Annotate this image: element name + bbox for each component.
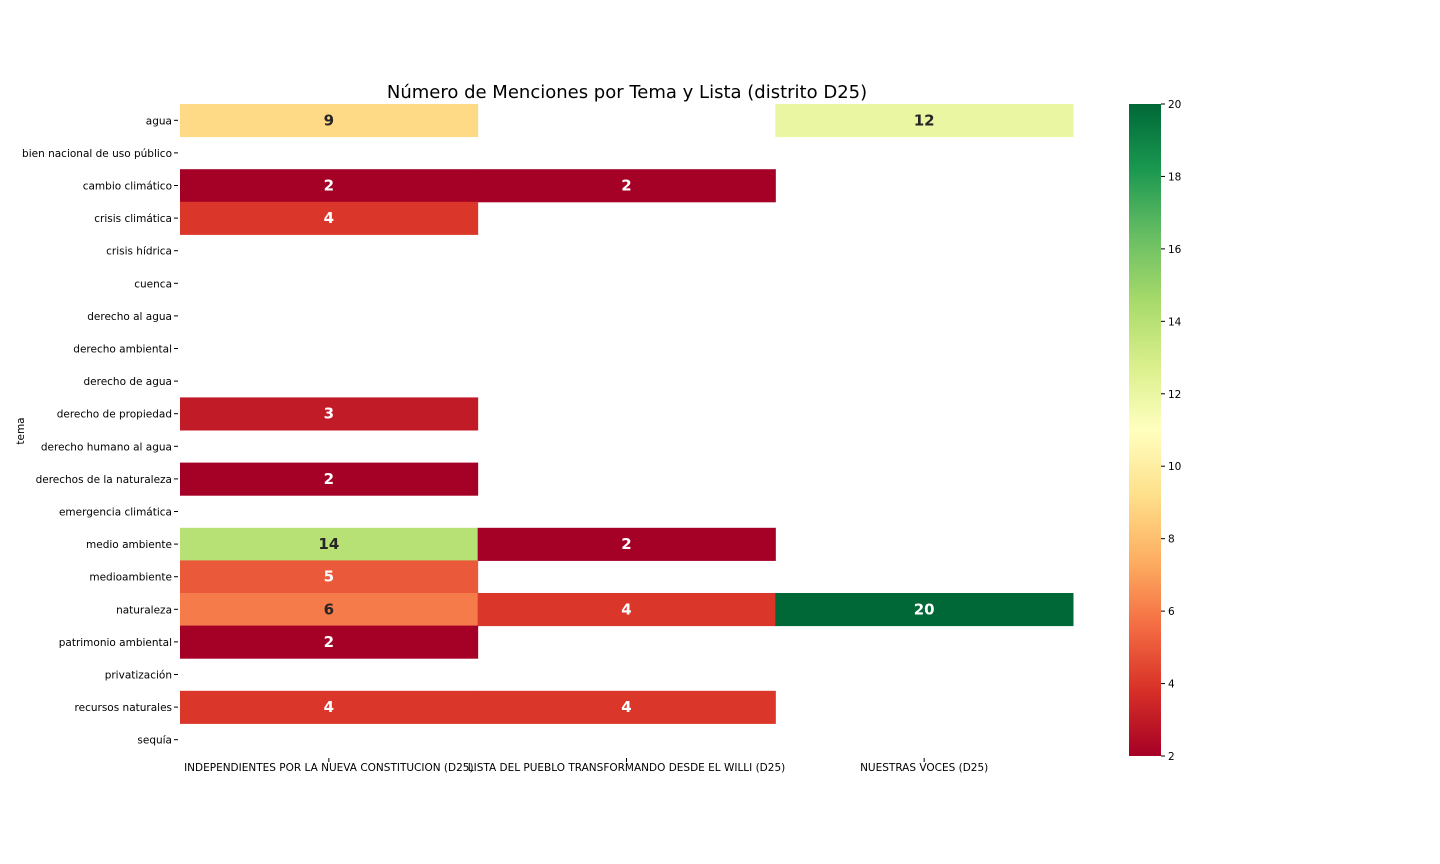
y-tick-label: crisis hídrica — [106, 246, 172, 258]
cell-value-label: 2 — [621, 535, 631, 553]
colorbar-tick-label: 8 — [1168, 534, 1175, 546]
y-tick-label: patrimonio ambiental — [59, 637, 172, 649]
heatmap-cell — [180, 104, 479, 138]
y-tick-label: derecho de propiedad — [57, 409, 172, 421]
colorbar: 2 4 6 8 10 12 14 16 18 20 — [1129, 99, 1182, 763]
y-tick-label: derecho al agua — [87, 311, 172, 323]
heatmap-cell — [180, 397, 479, 431]
chart-title: Número de Menciones por Tema y Lista (di… — [387, 82, 867, 103]
y-tick-label: cuenca — [134, 278, 172, 290]
y-tick-label: naturaleza — [116, 604, 172, 616]
y-tick-label: sequía — [137, 735, 172, 747]
heatmap-cell — [477, 527, 776, 561]
cell-value-label: 2 — [324, 470, 334, 488]
y-tick-label: crisis climática — [94, 213, 172, 225]
colorbar-tick-label: 6 — [1168, 606, 1175, 618]
colorbar-tick-label: 20 — [1168, 99, 1181, 111]
cell-value-label: 6 — [324, 600, 334, 618]
heatmap-cell — [477, 593, 776, 627]
heatmap-cell — [180, 625, 479, 659]
cell-value-label: 4 — [621, 698, 631, 716]
y-tick-label: cambio climático — [83, 181, 172, 193]
y-tick-label: medioambiente — [89, 572, 172, 584]
y-tick-label: emergencia climática — [59, 507, 172, 519]
colorbar-tick-label: 12 — [1168, 389, 1181, 401]
y-tick-label: privatización — [105, 670, 172, 682]
heatmap-cell — [180, 169, 479, 203]
heatmap-cell — [180, 527, 479, 561]
colorbar-tick-label: 18 — [1168, 171, 1181, 183]
y-tick-label: recursos naturales — [75, 702, 172, 714]
cell-value-label: 2 — [324, 633, 334, 651]
heatmap-cell — [775, 593, 1074, 627]
y-tick-label: derechos de la naturaleza — [36, 474, 172, 486]
heatmap-cell — [477, 169, 776, 203]
colorbar-gradient — [1129, 104, 1161, 756]
heatmap-cell — [180, 462, 479, 496]
cell-value-label: 4 — [621, 600, 631, 618]
heatmap-cells — [180, 104, 1074, 724]
x-tick-label: LISTA DEL PUEBLO TRANSFORMANDO DESDE EL … — [468, 762, 785, 774]
cell-labels: 9 12 2 2 4 3 2 14 2 5 6 4 20 2 4 4 — [318, 111, 934, 716]
y-tick-label: derecho ambiental — [73, 344, 172, 356]
y-axis-label: tema — [15, 417, 27, 444]
cell-value-label: 14 — [318, 535, 339, 553]
y-tick-label: medio ambiente — [86, 539, 172, 551]
x-tick-label: NUESTRAS VOCES (D25) — [860, 762, 988, 774]
colorbar-tick-label: 4 — [1168, 679, 1175, 691]
x-tick-labels: INDEPENDIENTES POR LA NUEVA CONSTITUCION… — [184, 758, 988, 774]
cell-value-label: 2 — [621, 177, 631, 195]
cell-value-label: 3 — [324, 405, 334, 423]
x-tick-label: INDEPENDIENTES POR LA NUEVA CONSTITUCION… — [184, 762, 474, 774]
heatmap-cell — [180, 560, 479, 594]
cell-value-label: 4 — [324, 698, 334, 716]
heatmap-cell — [180, 690, 479, 724]
cell-value-label: 5 — [324, 568, 334, 586]
y-tick-labels: agua bien nacional de uso público cambio c… — [22, 115, 178, 747]
heatmap-cell — [775, 104, 1074, 138]
cell-value-label: 2 — [324, 177, 334, 195]
y-tick-label: bien nacional de uso público — [22, 148, 172, 160]
cell-value-label: 4 — [324, 209, 334, 227]
colorbar-tick-label: 14 — [1168, 316, 1182, 328]
heatmap-cell — [180, 201, 479, 235]
colorbar-tick-label: 16 — [1168, 244, 1182, 256]
y-tick-label: agua — [146, 115, 172, 127]
cell-value-label: 20 — [914, 600, 935, 618]
heatmap-cell — [477, 690, 776, 724]
colorbar-tick-label: 2 — [1168, 751, 1175, 763]
cell-value-label: 12 — [914, 111, 935, 129]
y-tick-label: derecho de agua — [83, 376, 172, 388]
cell-value-label: 9 — [324, 111, 334, 129]
colorbar-tick-label: 10 — [1168, 461, 1181, 473]
y-tick-label: derecho humano al agua — [41, 441, 172, 453]
heatmap-cell — [180, 593, 479, 627]
